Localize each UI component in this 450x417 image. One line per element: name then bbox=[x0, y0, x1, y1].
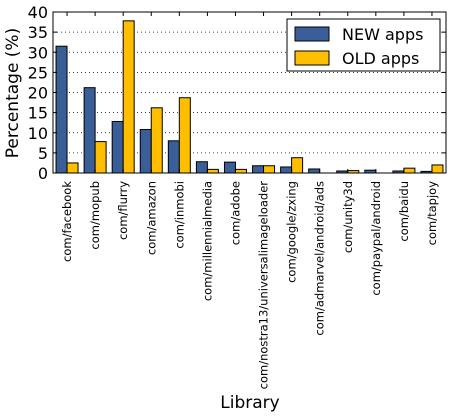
bar-layer bbox=[55, 20, 444, 174]
x-tick-label: com/admarvel/android/ads bbox=[313, 181, 327, 336]
bar-old-apps bbox=[150, 107, 163, 174]
legend-swatch bbox=[294, 50, 330, 66]
x-tick-label: com/paypal/android bbox=[369, 181, 383, 296]
x-tick-label: com/flurry bbox=[116, 181, 130, 240]
x-tick-label: com/baidu bbox=[397, 181, 411, 242]
legend-label: OLD apps bbox=[342, 49, 419, 68]
bar-old-apps bbox=[66, 162, 79, 174]
x-tick-label: com/tapjoy bbox=[425, 181, 439, 246]
y-tick-label: 30 bbox=[28, 43, 48, 62]
x-ticks: com/facebook com/mopub com/flurry com/amazo… bbox=[60, 12, 439, 389]
x-tick-label: com/inmobi bbox=[172, 181, 186, 249]
x-tick-label: com/google/zxing bbox=[285, 181, 299, 283]
y-tick-label: 0 bbox=[38, 164, 48, 183]
x-tick-label: com/nostra13/universalimageloader bbox=[257, 181, 271, 390]
bar-new-apps bbox=[83, 87, 96, 174]
y-axis-title: Percentage (%) bbox=[3, 28, 23, 158]
bar-new-apps bbox=[167, 140, 180, 174]
x-tick-label: com/facebook bbox=[60, 181, 74, 262]
bar-new-apps bbox=[111, 120, 124, 174]
bar-new-apps bbox=[223, 161, 236, 174]
bar-new-apps bbox=[308, 168, 321, 174]
bar-old-apps bbox=[403, 167, 416, 174]
bar-new-apps bbox=[252, 165, 265, 174]
y-tick-label: 35 bbox=[28, 23, 48, 42]
y-tick-label: 10 bbox=[28, 124, 48, 143]
bar-new-apps bbox=[55, 45, 68, 174]
x-tick-label: com/millennialmedia bbox=[200, 181, 214, 301]
grid-layer bbox=[53, 31, 446, 154]
x-tick-label: com/adobe bbox=[228, 181, 242, 245]
legend-label: NEW apps bbox=[342, 25, 423, 44]
bar-new-apps bbox=[280, 166, 293, 174]
bar-old-apps bbox=[431, 164, 444, 174]
legend-swatch bbox=[294, 26, 330, 42]
y-tick-label: 25 bbox=[28, 63, 48, 82]
bar-old-apps bbox=[263, 165, 276, 174]
x-tick-label: com/mopub bbox=[88, 181, 102, 250]
x-tick-label: com/amazon bbox=[144, 181, 158, 255]
legend: NEW apps OLD apps bbox=[286, 18, 441, 72]
bar-old-apps bbox=[234, 168, 247, 174]
bar-new-apps bbox=[139, 129, 152, 174]
y-tick-label: 20 bbox=[28, 84, 48, 103]
y-tick-label: 40 bbox=[28, 3, 48, 22]
bar-old-apps bbox=[178, 97, 191, 174]
bar-old-apps bbox=[122, 20, 135, 174]
y-tick-label: 5 bbox=[38, 144, 48, 163]
bar-new-apps bbox=[195, 161, 208, 174]
bar-old-apps bbox=[206, 168, 219, 174]
x-tick-label: com/unity3d bbox=[341, 181, 355, 253]
x-axis-title: Library bbox=[220, 393, 279, 413]
bar-old-apps bbox=[94, 141, 107, 174]
y-tick-label: 15 bbox=[28, 104, 48, 123]
bar-old-apps bbox=[291, 157, 304, 174]
